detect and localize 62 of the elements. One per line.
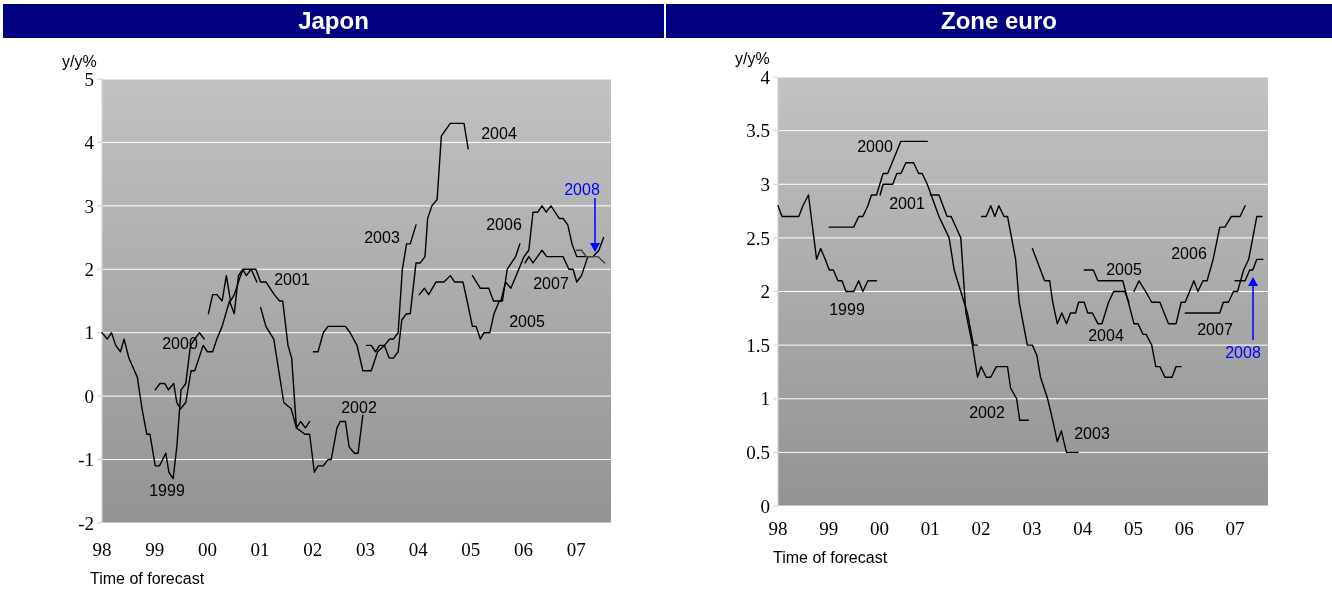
x-axis-title: Time of forecast: [90, 570, 205, 587]
x-tick-label: 98: [768, 518, 788, 539]
y-tick-label: -1: [78, 449, 94, 471]
x-tick-label: 00: [197, 539, 217, 560]
series-label: 2002: [341, 398, 377, 416]
series-label: 2003: [1074, 424, 1110, 442]
y-tick-label: 3: [84, 195, 94, 217]
series-label: 2000: [857, 137, 893, 155]
x-tick-label: 02: [971, 518, 991, 539]
series-label: 2006: [1171, 244, 1207, 262]
series-label: 2006: [486, 215, 522, 233]
x-axis-title: Time of forecast: [773, 549, 888, 566]
x-tick-label: 07: [1225, 518, 1245, 539]
y-axis-title: y/y%: [62, 53, 97, 70]
x-tick-label: 04: [1073, 518, 1093, 539]
series-label: 2002: [969, 403, 1005, 421]
series-label: 1999: [829, 300, 865, 318]
series-label: 2004: [1088, 326, 1124, 344]
x-tick-label: 99: [145, 539, 165, 560]
chart-title: Japon: [298, 7, 369, 34]
y-tick-label: 3: [760, 173, 770, 195]
series-label: 2004: [481, 124, 517, 142]
y-tick-label: 2.5: [746, 227, 770, 249]
x-tick-label: 06: [1174, 518, 1194, 539]
chart-title: Zone euro: [940, 7, 1058, 34]
y-tick-label: 1.5: [746, 334, 770, 356]
text: 2008: [564, 180, 600, 198]
series-label: 2007: [1197, 320, 1233, 338]
x-tick-label: 04: [408, 539, 429, 560]
y-tick-label: -2: [78, 512, 94, 534]
x-tick-label: 99: [819, 518, 839, 539]
x-tick-label: 02: [303, 539, 323, 560]
y-tick-label: 1: [760, 388, 770, 410]
x-tick-label: 07: [566, 539, 586, 560]
x-tick-label: 05: [461, 539, 481, 560]
y-tick-label: 4: [84, 132, 95, 154]
y-tick-label: 4: [760, 66, 771, 88]
y-tick-label: 0.5: [746, 442, 770, 464]
y-tick-label: 0: [760, 495, 770, 517]
y-tick-label: 5: [84, 68, 94, 90]
y-tick-label: 2: [760, 281, 770, 303]
x-tick-label: 00: [870, 518, 890, 539]
y-axis-title: y/y%: [735, 50, 770, 67]
series-label: 2001: [889, 194, 925, 212]
y-tick-label: 3.5: [746, 120, 770, 142]
text: 2008: [1225, 343, 1261, 361]
y-tick-label: 0: [84, 385, 94, 407]
y-tick-label: 1: [84, 322, 94, 344]
x-tick-label: 01: [250, 539, 270, 560]
x-tick-label: 05: [1123, 518, 1143, 539]
x-tick-label: 98: [92, 539, 112, 560]
series-label: 2005: [1106, 260, 1142, 278]
series-label: 2005: [509, 312, 545, 330]
y-tick-label: 2: [84, 258, 94, 280]
series-label: 2003: [364, 228, 400, 246]
x-tick-label: 03: [1022, 518, 1042, 539]
x-tick-label: 06: [514, 539, 534, 560]
x-tick-label: 01: [920, 518, 940, 539]
x-tick-label: 03: [355, 539, 375, 560]
series-label: 2001: [274, 270, 310, 288]
series-label: 1999: [149, 481, 185, 499]
series-label: 2007: [533, 274, 569, 292]
